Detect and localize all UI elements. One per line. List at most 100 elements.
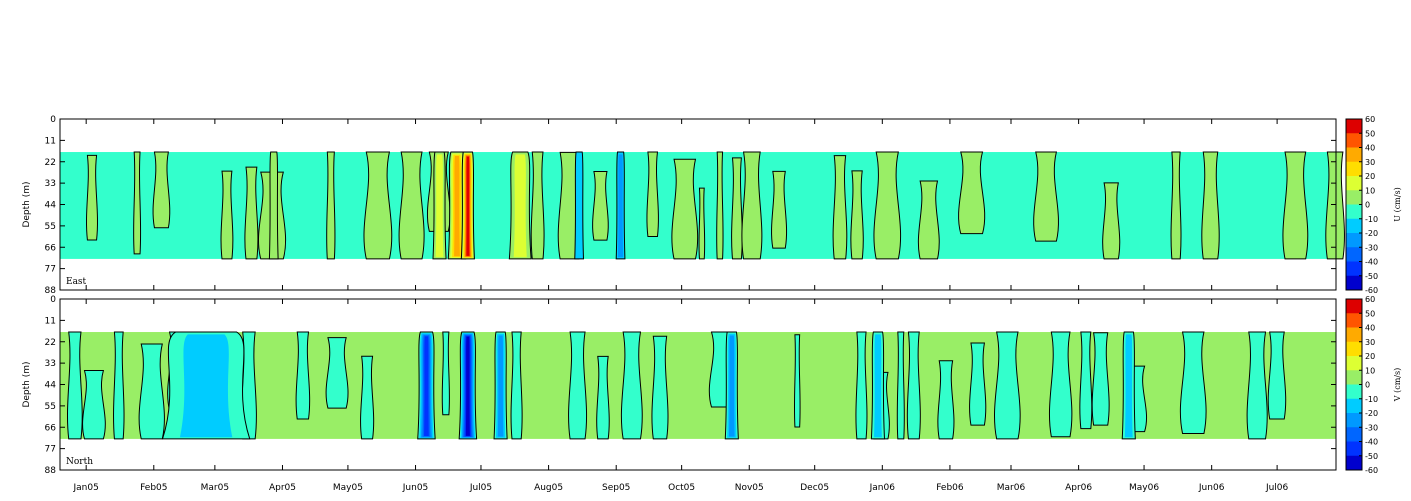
contour-region: [832, 155, 848, 260]
feature-0-level-2: [435, 154, 444, 258]
y-tick-label: 11: [45, 136, 56, 146]
contour-region: [850, 170, 864, 260]
contour-region: [113, 331, 125, 440]
x-tick-label: Jun06: [1198, 483, 1225, 493]
x-tick-label: Aug05: [534, 483, 563, 493]
y-tick-label: 33: [45, 359, 56, 369]
contour-region: [1102, 182, 1121, 260]
feature-2-level-6: [465, 336, 470, 436]
x-tick-label: Oct05: [668, 483, 695, 493]
contour-region: [958, 151, 986, 235]
y-tick-label: 88: [45, 286, 57, 296]
feature-4-level-3: [729, 335, 735, 437]
contour-region: [716, 151, 724, 260]
contour-region: [1033, 151, 1059, 242]
contour-region: [917, 180, 940, 260]
colorbar-swatch: [1346, 427, 1362, 442]
contour-region: [793, 334, 801, 428]
y-tick-label: 22: [45, 158, 56, 168]
x-tick-label: Jul05: [469, 483, 492, 493]
contour-region: [1282, 151, 1309, 260]
colorbar-swatch: [1346, 161, 1362, 177]
contour-region: [741, 151, 763, 260]
panel-east: 0 11 22 33 44 55 66 77 88 Depth (m) East 60 50 40 30 20…: [22, 115, 1402, 296]
colorbar-tick-label: 10: [1365, 366, 1375, 375]
x-tick-label: Nov05: [735, 483, 764, 493]
contour-region: [731, 157, 743, 260]
colorbar-tick-label: 40: [1365, 144, 1375, 153]
contour-region: [592, 171, 609, 241]
contour-region: [1179, 331, 1207, 434]
contour-region: [994, 331, 1021, 440]
contour-region: [85, 154, 98, 241]
y-axis-title: Depth (m): [22, 361, 32, 407]
feature-1-level-5: [424, 336, 429, 436]
colorbar-tick-label: 50: [1365, 129, 1375, 138]
colorbar-swatch: [1346, 313, 1362, 328]
colorbar-swatch: [1346, 370, 1362, 385]
x-tick-label: May06: [1129, 483, 1159, 493]
colorbar-swatch: [1346, 275, 1362, 291]
colorbar-tick-label: -10: [1365, 395, 1378, 404]
colorbar-swatch: [1346, 327, 1362, 343]
colorbar-swatch: [1346, 190, 1362, 205]
y-tick-label: 0: [50, 115, 56, 125]
y-axis-title: Depth (m): [22, 181, 32, 227]
contour-region: [1246, 331, 1268, 440]
x-tick-label: Apr05: [269, 483, 296, 493]
contour-region: [1048, 331, 1073, 438]
contour-region: [873, 151, 902, 260]
contour-region: [360, 355, 375, 440]
contour-region: [620, 331, 643, 440]
contour-region: [133, 151, 142, 255]
feature-3-level-2: [513, 154, 527, 258]
contour-region: [326, 151, 336, 260]
feature-0-level-2: [179, 334, 233, 438]
contour-region: [363, 151, 393, 260]
colorbar-swatch: [1346, 441, 1362, 457]
y-tick-label: 33: [45, 179, 56, 189]
contour-region: [138, 343, 165, 440]
colorbar-tick-label: -30: [1365, 243, 1378, 252]
contour-region: [1267, 331, 1287, 420]
contour-region: [906, 331, 921, 440]
feature-6-level-1: [268, 151, 279, 260]
y-tick-label: 22: [45, 338, 56, 348]
colorbar-swatch: [1346, 119, 1362, 134]
y-tick-label: 77: [45, 265, 56, 275]
colorbar-tick-label: -50: [1365, 272, 1378, 281]
x-tick-label: Jan06: [869, 483, 896, 493]
contour-region: [771, 170, 788, 249]
contour-region: [152, 151, 171, 229]
colorbar-swatch: [1346, 247, 1362, 262]
x-tick-label: May05: [333, 483, 363, 493]
colorbar-swatch: [1346, 133, 1362, 148]
y-tick-label: 66: [45, 243, 57, 253]
x-tick-label: Mar06: [997, 483, 1026, 493]
x-tick-label: Jul06: [1265, 483, 1289, 493]
colorbar-tick-label: 30: [1365, 158, 1375, 167]
y-tick-label: 0: [50, 295, 56, 305]
x-tick-label: Jun05: [402, 483, 429, 493]
y-tick-label: 44: [45, 381, 57, 391]
colorbar-swatch: [1346, 147, 1362, 163]
x-tick-label: Feb05: [140, 483, 167, 493]
y-tick-label: 44: [45, 201, 57, 211]
colorbar-swatch: [1346, 176, 1362, 191]
contour-region: [1091, 332, 1110, 426]
contour-region: [244, 166, 259, 260]
colorbar-tick-label: 10: [1365, 186, 1375, 195]
contour-region: [937, 360, 955, 440]
colorbar-swatch: [1346, 398, 1362, 414]
y-tick-label: 55: [45, 402, 56, 412]
colorbar-swatch: [1346, 218, 1362, 234]
contour-region: [1170, 151, 1182, 260]
colorbar-swatch: [1346, 341, 1362, 357]
colorbar-tick-label: 20: [1365, 172, 1375, 181]
colorbar-tick-label: -40: [1365, 438, 1378, 447]
colorbar-title: V (cm/s): [1393, 368, 1402, 402]
contour-region: [220, 170, 234, 260]
colorbar-tick-label: -20: [1365, 409, 1378, 418]
contour-region: [398, 151, 425, 260]
